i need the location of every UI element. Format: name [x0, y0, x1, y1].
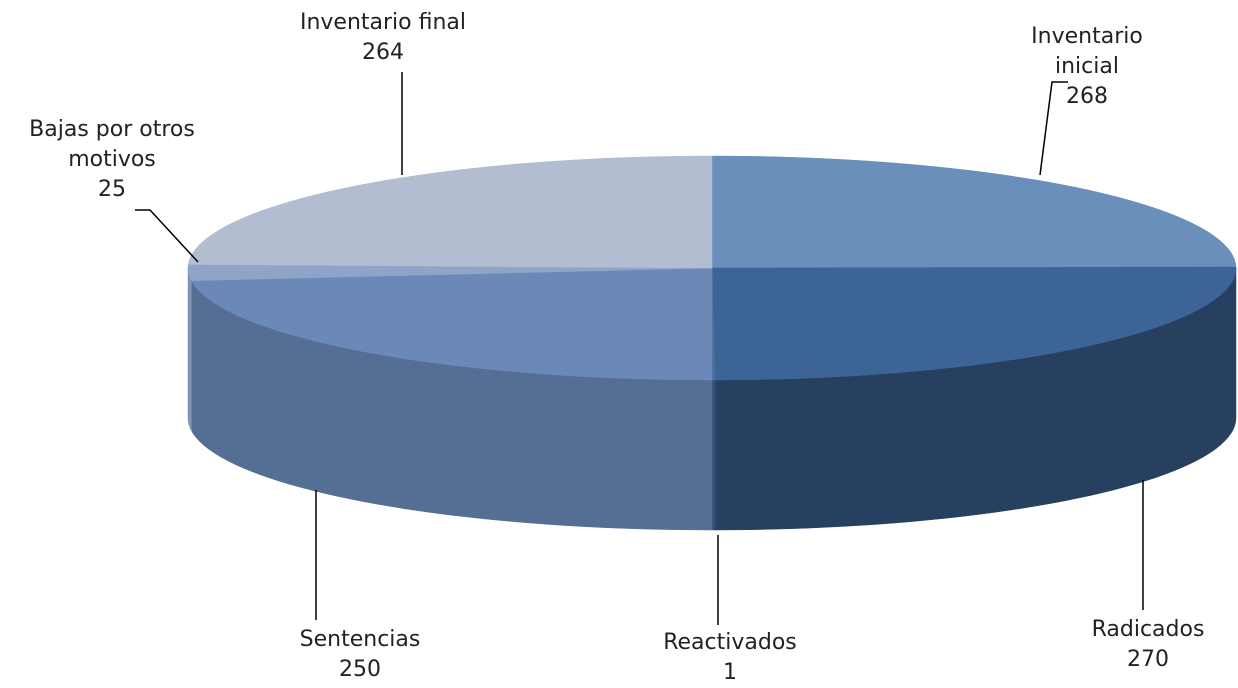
label-name: Inventario inicial [1031, 24, 1143, 79]
slice-top [187, 155, 713, 269]
label-name: Radicados [1091, 617, 1205, 642]
slice-label: Radicados 270 [1092, 615, 1205, 675]
label-value: 25 [98, 177, 126, 202]
leader-line [135, 209, 199, 263]
slice-side [187, 267, 192, 431]
slice-label: Reactivados 1 [663, 628, 797, 688]
slice-top [190, 267, 713, 381]
slice-top [711, 155, 1237, 269]
label-name: Sentencias [299, 627, 421, 652]
label-value: 264 [361, 40, 404, 65]
slice-top [711, 266, 1237, 381]
label-value: 250 [338, 657, 381, 682]
slice-side [711, 379, 716, 531]
slice-top [187, 264, 713, 281]
leader-line [1039, 81, 1068, 176]
label-name: Reactivados [663, 630, 797, 655]
slice-label: Inventario inicial 268 [1012, 22, 1163, 112]
label-name: Inventario final [299, 10, 467, 35]
label-value: 270 [1126, 647, 1169, 672]
slice-label: Bajas por otros motivos 25 [2, 115, 222, 205]
slice-label: Sentencias 250 [300, 625, 421, 685]
label-value: 1 [722, 660, 737, 685]
slice-label: Inventario final 264 [300, 8, 466, 68]
label-value: 268 [1066, 84, 1108, 109]
label-name: Bajas por otros motivos [29, 117, 195, 172]
